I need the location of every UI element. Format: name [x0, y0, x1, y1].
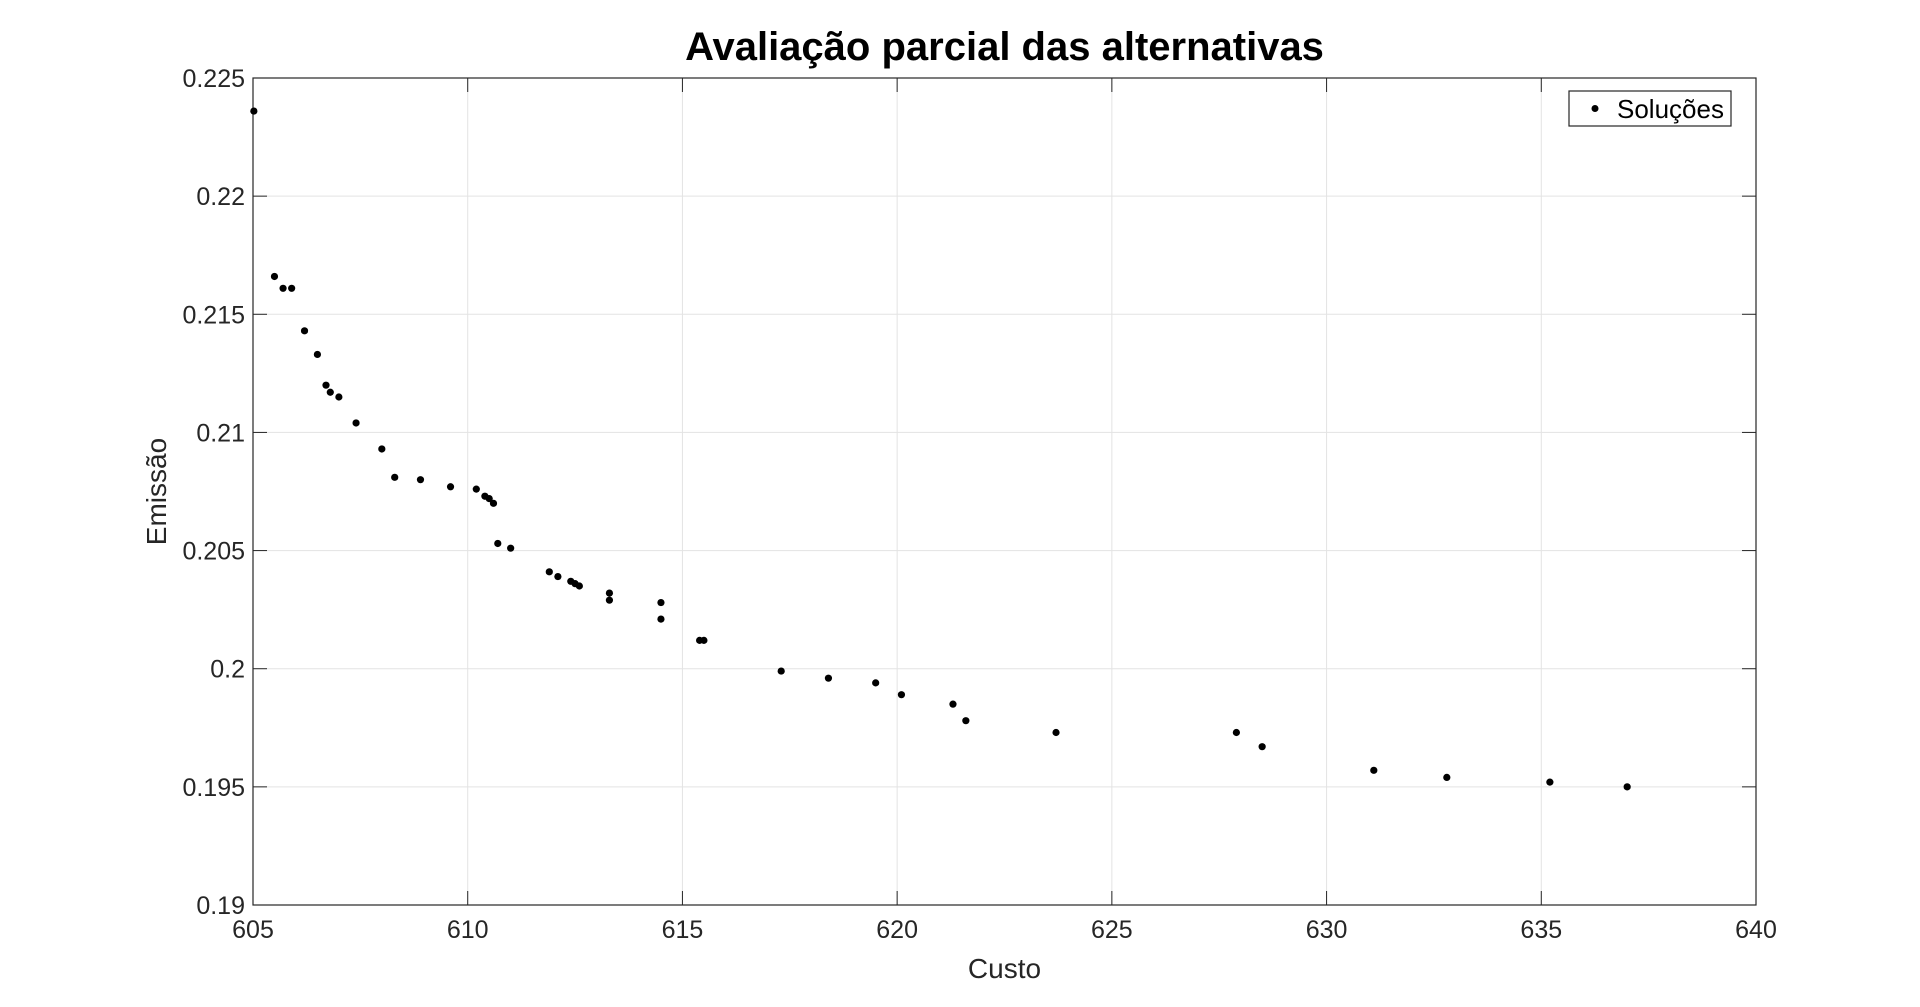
y-axis-label: Emissão [141, 438, 172, 545]
x-tick-label: 615 [662, 916, 704, 944]
y-tick-labels: 0.19 0.195 0.2 0.205 0.21 0.215 0.22 0.225 [182, 65, 245, 920]
data-point [507, 544, 515, 552]
y-tick-label: 0.21 [196, 419, 245, 447]
x-tick-label: 630 [1306, 916, 1348, 944]
data-point [270, 272, 279, 281]
data-point [1443, 773, 1451, 782]
data-point [777, 667, 785, 675]
data-point [1258, 743, 1266, 751]
chart-title: Avaliação parcial das alternativas [685, 25, 1324, 69]
y-tick-label: 0.225 [182, 65, 245, 93]
data-point [416, 476, 425, 484]
data-point [378, 445, 386, 453]
data-point [1052, 728, 1060, 737]
x-tick-label: 640 [1735, 916, 1777, 944]
data-point [1623, 783, 1631, 791]
data-points [250, 107, 1631, 791]
data-point [288, 284, 296, 292]
plot-area [250, 77, 1757, 906]
data-point [494, 539, 502, 548]
data-point [545, 568, 553, 576]
data-point [657, 598, 665, 607]
data-point [250, 107, 258, 115]
x-tick-label: 610 [447, 916, 489, 944]
data-point [300, 327, 309, 335]
data-point [949, 700, 957, 708]
data-point [472, 485, 480, 493]
legend-marker [1591, 105, 1599, 112]
y-tick-label: 0.205 [182, 538, 245, 566]
y-tick-label: 0.215 [182, 301, 245, 329]
x-tick-labels: 605 610 615 620 625 630 635 640 [232, 916, 1777, 944]
legend-label: Soluções [1617, 94, 1724, 124]
data-point [279, 284, 287, 292]
y-tick-label: 0.2 [210, 656, 245, 684]
data-point [700, 636, 708, 644]
data-point [897, 691, 906, 699]
axes-box [252, 77, 1757, 906]
data-point [489, 499, 498, 507]
data-point [322, 381, 330, 389]
data-point [657, 615, 665, 623]
data-point [391, 473, 399, 481]
x-tick-label: 625 [1091, 916, 1133, 944]
data-point [824, 674, 833, 682]
data-point [1370, 766, 1378, 774]
y-tick-label: 0.19 [196, 892, 245, 920]
data-point [575, 582, 583, 590]
data-point [326, 388, 334, 396]
x-tick-label: 620 [876, 916, 918, 944]
data-point [446, 483, 455, 491]
y-tick-label: 0.22 [196, 183, 245, 211]
data-point [485, 494, 493, 503]
data-point [313, 350, 322, 359]
axes-background [253, 78, 1756, 905]
legend: Soluções [1568, 90, 1732, 127]
data-point [962, 717, 970, 725]
x-axis-label: Custo [968, 953, 1041, 984]
data-point [605, 589, 614, 597]
x-tick-label: 635 [1520, 916, 1562, 944]
y-tick-label: 0.195 [182, 774, 245, 802]
data-point [1546, 778, 1554, 786]
data-point [335, 393, 343, 401]
data-point [605, 596, 614, 604]
data-point [554, 572, 562, 581]
data-point [352, 419, 360, 427]
data-point [872, 679, 880, 687]
data-point [1232, 728, 1240, 737]
x-tick-label: 605 [232, 916, 274, 944]
